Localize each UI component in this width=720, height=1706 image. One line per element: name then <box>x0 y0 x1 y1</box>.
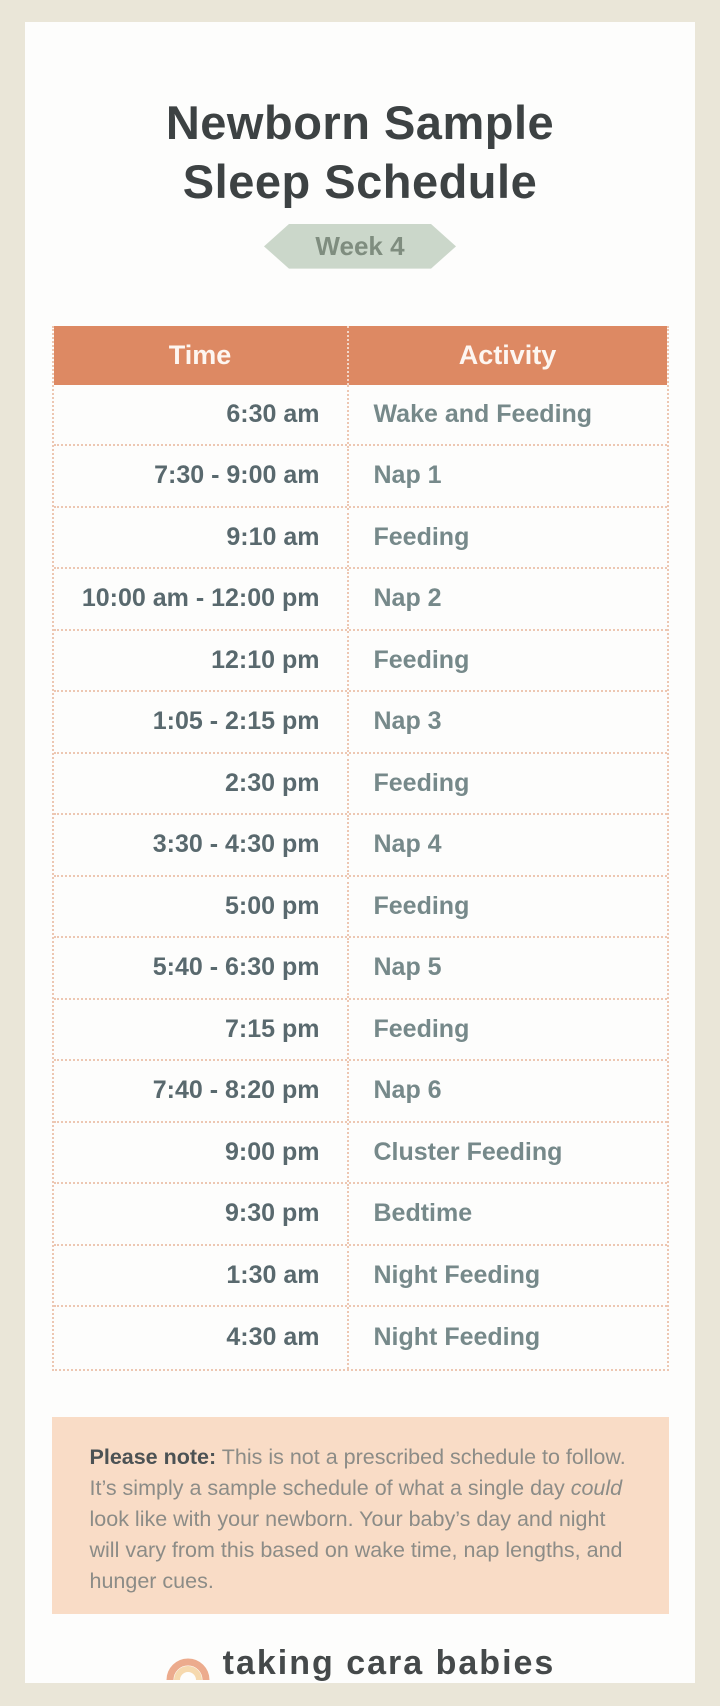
activity-cell: Nap 1 <box>346 446 667 506</box>
title-line-2: Sleep Schedule <box>182 155 538 208</box>
note-text-part: This is not a prescribed schedule to fol… <box>89 1444 626 1500</box>
table-row: 7:40 - 8:20 pm Nap 6 <box>53 1061 667 1123</box>
rainbow-icon <box>166 1658 210 1680</box>
column-header-time: Time <box>168 339 232 370</box>
time-cell: 6:30 am <box>226 399 320 428</box>
activity-cell: Wake and Feeding <box>346 384 667 445</box>
time-cell: 7:40 - 8:20 pm <box>152 1076 320 1105</box>
activity-cell: Nap 4 <box>346 815 667 875</box>
brand-name: taking cara babies <box>222 1644 556 1682</box>
note-label: Please note: <box>89 1444 217 1469</box>
schedule-table: Time Activity 6:30 am Wake and Feeding 7:3… <box>51 325 669 1371</box>
table-row: 4:30 am Night Feeding <box>54 1307 667 1369</box>
brand-footer: taking cara babies <box>165 1644 556 1683</box>
activity-cell: Bedtime <box>346 1184 667 1244</box>
note-text: Please note: This is not a prescribed sc… <box>90 1442 631 1597</box>
table-row: 1:30 am Night Feeding <box>53 1245 667 1308</box>
table-header-row: Time Activity <box>53 325 667 385</box>
table-row: 7:15 pm Feeding <box>53 999 667 1062</box>
table-row: 9:10 am Feeding <box>53 507 667 570</box>
time-cell: 9:10 am <box>226 522 320 551</box>
activity-cell: Nap 6 <box>346 1061 667 1121</box>
time-cell: 1:30 am <box>226 1260 320 1289</box>
time-cell: 1:05 - 2:15 pm <box>152 707 320 736</box>
table-row: 5:40 - 6:30 pm Nap 5 <box>53 938 667 1000</box>
table-row: 9:00 pm Cluster Feeding <box>53 1122 667 1185</box>
time-cell: 9:00 pm <box>225 1137 320 1166</box>
note-text-part: look like with your newborn. Your baby’s… <box>89 1506 623 1593</box>
activity-cell: Nap 2 <box>346 569 667 629</box>
table-row: 3:30 - 4:30 pm Nap 4 <box>53 815 667 877</box>
time-cell: 2:30 pm <box>225 768 320 797</box>
table-row: 12:10 pm Feeding <box>53 630 667 693</box>
table-row: 9:30 pm Bedtime <box>53 1184 667 1246</box>
activity-cell: Night Feeding <box>346 1307 667 1369</box>
table-row: 6:30 am Wake and Feeding <box>53 384 667 447</box>
time-cell: 4:30 am <box>226 1323 320 1352</box>
page-title: Newborn Sample Sleep Schedule <box>166 93 554 211</box>
activity-cell: Feeding <box>346 999 667 1060</box>
time-cell: 3:30 - 4:30 pm <box>152 830 320 859</box>
time-cell: 9:30 pm <box>225 1199 320 1228</box>
time-cell: 10:00 am - 12:00 pm <box>81 584 320 613</box>
week-badge: Week 4 <box>264 224 456 269</box>
table-row: 7:30 - 9:00 am Nap 1 <box>53 446 667 508</box>
time-cell: 7:30 - 9:00 am <box>154 461 320 490</box>
activity-cell: Feeding <box>346 630 667 691</box>
activity-cell: Nap 3 <box>346 692 667 752</box>
activity-cell: Cluster Feeding <box>346 1122 667 1183</box>
time-cell: 5:00 pm <box>225 891 320 920</box>
activity-cell: Night Feeding <box>346 1245 667 1306</box>
note-box: Please note: This is not a prescribed sc… <box>51 1416 669 1614</box>
note-italic-word: could <box>570 1475 623 1500</box>
table-row: 1:05 - 2:15 pm Nap 3 <box>53 692 667 754</box>
activity-cell: Feeding <box>346 753 667 814</box>
table-row: 10:00 am - 12:00 pm Nap 2 <box>53 569 667 631</box>
activity-cell: Nap 5 <box>346 938 667 998</box>
week-badge-label: Week 4 <box>315 230 405 261</box>
table-row: 5:00 pm Feeding <box>53 876 667 939</box>
table-row: 2:30 pm Feeding <box>53 753 667 816</box>
column-header-activity: Activity <box>346 325 667 385</box>
activity-cell: Feeding <box>346 876 667 937</box>
title-line-1: Newborn Sample <box>165 96 555 149</box>
card: Newborn Sample Sleep Schedule Week 4 Tim… <box>25 22 695 1683</box>
activity-cell: Feeding <box>346 507 667 568</box>
time-cell: 5:40 - 6:30 pm <box>152 953 320 982</box>
time-cell: 7:15 pm <box>225 1014 320 1043</box>
time-cell: 12:10 pm <box>211 645 320 674</box>
table-body: 6:30 am Wake and Feeding 7:30 - 9:00 am Nap… <box>53 384 667 1369</box>
